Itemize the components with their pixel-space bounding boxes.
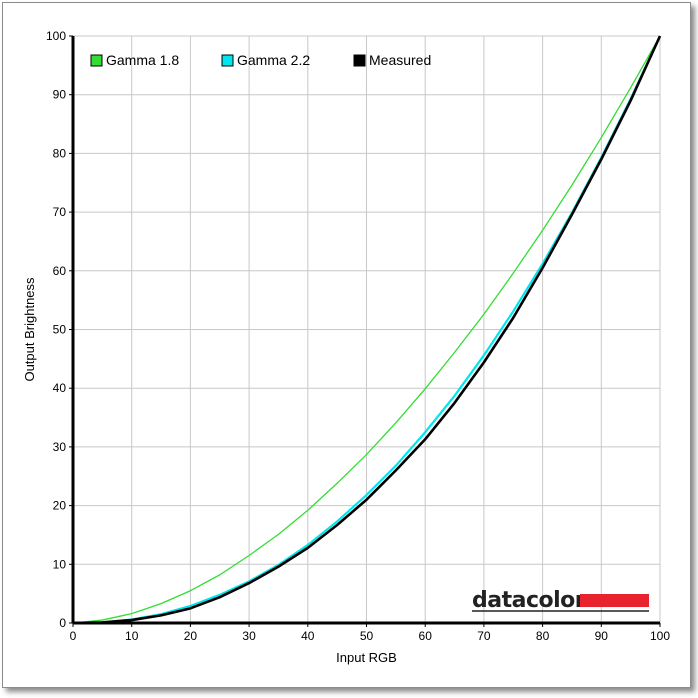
tick-labels: 0 10 20 30 40 50 60 70 80 90 100 0 10 20 30 40 50 60 70 80 9…: [46, 29, 670, 643]
y-tick-label: 10: [53, 557, 67, 571]
y-tick-label: 0: [59, 616, 66, 630]
y-tick-label: 20: [53, 499, 67, 513]
legend-label-gamma-1-8: Gamma 1.8: [106, 52, 179, 68]
x-tick-label: 40: [301, 629, 315, 643]
legend-swatch-gamma-2-2: [221, 54, 234, 67]
brand-bar: [580, 594, 649, 607]
y-tick-label: 40: [53, 381, 67, 395]
series-line-measured: [72, 35, 662, 625]
x-tick-label: 30: [242, 629, 256, 643]
series-layer: [72, 35, 662, 625]
y-tick-label: 70: [53, 205, 67, 219]
legend-label-gamma-2-2: Gamma 2.2: [237, 52, 310, 68]
y-tick-label: 50: [53, 323, 67, 337]
chart-frame: 0 10 20 30 40 50 60 70 80 90 100 0 10 20 30 40 50 60 70 80 9…: [2, 2, 691, 688]
series-line-gamma-1-8: [72, 35, 661, 624]
legend-swatch-gamma-1-8: [90, 54, 103, 67]
legend-swatch-measured: [353, 54, 366, 67]
x-tick-label: 10: [125, 629, 139, 643]
y-tick-label: 100: [46, 29, 66, 43]
legend: Gamma 1.8 Gamma 2.2 Measured: [90, 52, 431, 68]
x-tick-label: 100: [650, 629, 670, 643]
axes: [69, 35, 661, 627]
x-tick-label: 70: [477, 629, 491, 643]
y-tick-label: 60: [53, 264, 67, 278]
x-axis-title: Input RGB: [336, 650, 397, 665]
x-tick-label: 60: [419, 629, 433, 643]
y-axis-title: Output Brightness: [22, 277, 37, 382]
brand-name: datacolor: [472, 588, 586, 613]
x-tick-label: 90: [595, 629, 609, 643]
datacolor-logo: datacolor: [472, 588, 649, 613]
y-tick-label: 80: [53, 146, 67, 160]
grid-lines: [72, 35, 661, 624]
gamma-chart: 0 10 20 30 40 50 60 70 80 90 100 0 10 20 30 40 50 60 70 80 9…: [22, 29, 670, 665]
y-tick-label: 90: [53, 88, 67, 102]
x-tick-label: 0: [70, 629, 77, 643]
legend-label-measured: Measured: [369, 52, 431, 68]
x-tick-label: 20: [184, 629, 198, 643]
x-tick-label: 80: [536, 629, 550, 643]
y-tick-label: 30: [53, 440, 67, 454]
x-tick-label: 50: [360, 629, 374, 643]
